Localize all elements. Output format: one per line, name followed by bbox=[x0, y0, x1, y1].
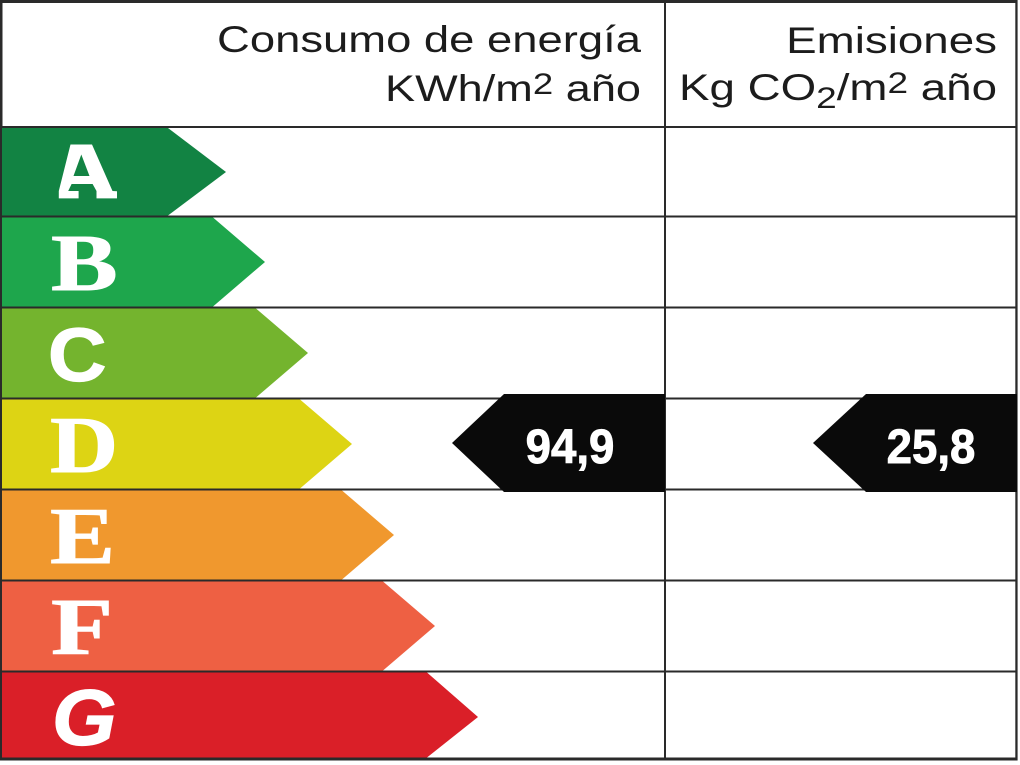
svg-text:Emisiones: Emisiones bbox=[786, 19, 997, 61]
svg-text:KWh/m2 año: KWh/m2 año bbox=[385, 68, 641, 109]
svg-text:25,8: 25,8 bbox=[887, 420, 976, 473]
svg-text:Kg CO2/m2 año: Kg CO2/m2 año bbox=[679, 66, 997, 115]
svg-text:D: D bbox=[50, 401, 118, 490]
svg-text:E: E bbox=[50, 492, 115, 581]
svg-text:Consumo de energía: Consumo de energía bbox=[217, 19, 642, 60]
svg-text:94,9: 94,9 bbox=[526, 420, 615, 473]
svg-text:C: C bbox=[48, 313, 107, 398]
svg-text:F: F bbox=[51, 583, 113, 671]
svg-text:B: B bbox=[51, 218, 118, 307]
svg-text:G: G bbox=[52, 675, 117, 763]
